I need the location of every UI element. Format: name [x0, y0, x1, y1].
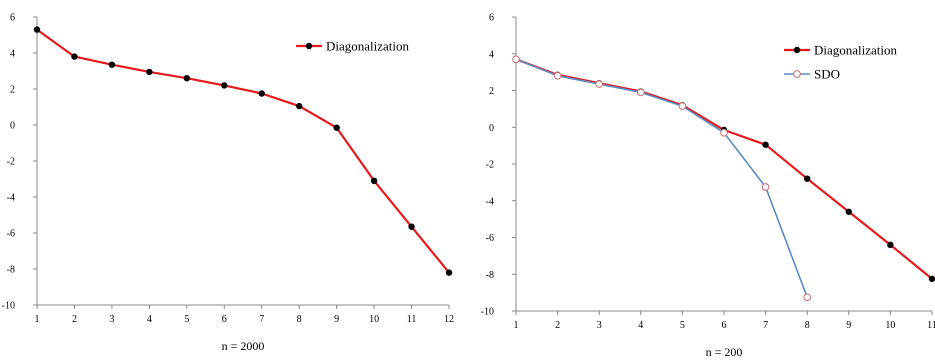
x-tick-label: 3: [109, 314, 114, 325]
data-point: [636, 88, 645, 97]
y-tick-label: -4: [486, 196, 494, 207]
x-tick-label: 11: [407, 314, 417, 325]
x-tick-label: 5: [184, 314, 189, 325]
legend-label: Diagonalization: [326, 39, 410, 54]
data-point: [333, 124, 340, 131]
x-tick-label: 8: [297, 314, 302, 325]
data-point: [928, 275, 935, 283]
data-point: [221, 82, 228, 89]
x-tick-label: 3: [597, 320, 602, 331]
x-tick-label: 1: [35, 314, 40, 325]
y-tick-label: -4: [7, 193, 15, 204]
x-tick-label: 10: [369, 314, 379, 325]
legend-swatch-marker: [793, 46, 801, 54]
x-tick-label: 4: [147, 314, 152, 325]
x-tick-label: 9: [846, 320, 851, 331]
x-tick-label: 7: [259, 314, 264, 325]
x-tick-label: 6: [222, 314, 227, 325]
data-point: [295, 102, 303, 110]
y-tick-label: 4: [10, 49, 15, 60]
data-point: [71, 53, 78, 60]
legend-swatch-marker: [305, 42, 313, 50]
data-point: [512, 55, 520, 64]
y-tick-label: 2: [489, 86, 494, 97]
data-point: [845, 208, 852, 215]
data-point: [146, 68, 153, 76]
data-point: [887, 241, 894, 249]
x-axis-label: n = 2000: [222, 339, 265, 353]
x-tick-label: 12: [444, 314, 454, 325]
data-point: [183, 75, 191, 82]
data-point: [761, 183, 770, 191]
y-tick-label: 6: [10, 13, 15, 24]
x-tick-label: 8: [805, 320, 810, 331]
x-tick-label: 2: [72, 314, 77, 325]
data-point: [445, 269, 453, 276]
y-tick-label: -2: [486, 160, 494, 171]
legend-label: Diagonalization: [814, 43, 898, 58]
y-tick-label: -10: [481, 307, 494, 318]
data-point: [762, 141, 769, 148]
data-point: [108, 61, 116, 68]
x-tick-label: 2: [555, 320, 560, 331]
x-tick-label: 7: [763, 320, 768, 331]
y-tick-label: 4: [489, 49, 494, 60]
x-tick-label: 9: [334, 314, 339, 325]
data-point: [678, 102, 687, 110]
y-tick-label: -2: [7, 157, 15, 168]
legend-swatch-marker: [793, 70, 801, 78]
x-tick-label: 6: [722, 320, 727, 331]
data-point: [258, 90, 265, 97]
data-point: [804, 175, 811, 182]
y-tick-label: 0: [489, 123, 494, 134]
data-point: [370, 177, 378, 184]
y-tick-label: -8: [486, 270, 494, 281]
x-axis-label: n = 200: [706, 345, 743, 359]
x-tick-label: 10: [885, 320, 895, 331]
y-tick-label: -8: [7, 265, 15, 276]
y-tick-label: 0: [10, 121, 15, 132]
x-tick-label: 4: [638, 320, 643, 331]
x-tick-label: 1: [514, 320, 519, 331]
x-tick-label: 11: [927, 320, 935, 331]
series-line-1: [515, 58, 933, 280]
data-point: [720, 128, 728, 137]
data-point: [33, 26, 41, 33]
data-point: [595, 80, 604, 88]
legend-label: SDO: [814, 67, 840, 82]
y-tick-label: -6: [7, 229, 15, 240]
chart-2: 6 4 2 0 -2 -4 -6 -8 -10 1 2 3 4 5 6 7 8 9 10 11 n = 200 Diago…: [481, 13, 935, 359]
data-point: [803, 293, 812, 302]
y-tick-label: 2: [10, 85, 15, 96]
y-tick-label: -10: [2, 301, 15, 312]
x-tick-label: 5: [680, 320, 685, 331]
data-point: [408, 223, 415, 230]
series-line-1: [36, 28, 450, 274]
y-tick-label: 6: [489, 13, 494, 24]
data-point: [553, 71, 562, 80]
y-tick-label: -6: [486, 233, 494, 244]
series-line-2: [515, 58, 808, 298]
